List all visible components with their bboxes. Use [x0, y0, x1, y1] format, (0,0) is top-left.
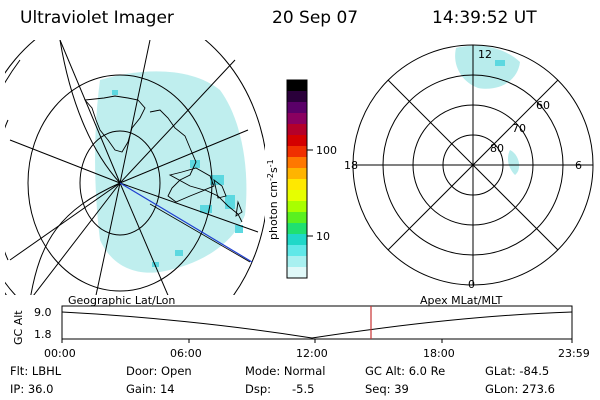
colorbar-unit-label: photon cm-2s-1 — [266, 159, 280, 240]
x-tick-1800: 18:00 — [423, 347, 455, 360]
x-tick-1200: 12:00 — [296, 347, 328, 360]
colorbar-tick-label-10: 10 — [316, 230, 330, 243]
x-tick-0000: 00:00 — [44, 347, 76, 360]
info-gain: Gain: 14 — [126, 382, 175, 396]
x-tick-2359: 23:59 — [558, 347, 590, 360]
altitude-curve — [61, 311, 573, 339]
info-glon: GLon: 273.6 — [485, 382, 555, 396]
info-dsp-label: Dsp: — [245, 382, 272, 396]
colorbar-swatch — [287, 223, 307, 235]
magnetic-polar-plot: 12 18 6 0 60 70 80 — [344, 44, 594, 291]
instrument-title: Ultraviolet Imager — [20, 8, 174, 28]
colorbar-swatch — [287, 267, 307, 279]
orbit-track — [119, 182, 253, 263]
y-tick-9: 9.0 — [34, 306, 52, 319]
mlt-label-6: 6 — [575, 159, 582, 172]
colorbar: 100 10 photon cm-2s-1 — [266, 79, 337, 279]
info-ip: IP: 36.0 — [10, 382, 54, 396]
colorbar-swatch — [287, 256, 307, 268]
aurora-emission — [95, 71, 247, 273]
colorbar-swatches — [287, 80, 307, 279]
colorbar-swatch — [287, 168, 307, 180]
info-glat: GLat: -84.5 — [485, 364, 550, 378]
date-label: 20 Sep 07 — [272, 8, 359, 28]
coastlines — [84, 95, 243, 223]
y-axis-label: GC Alt — [12, 310, 25, 345]
colorbar-swatch — [287, 157, 307, 169]
x-tick-0600: 06:00 — [170, 347, 202, 360]
geographic-map — [5, 40, 265, 295]
mlat-label-60: 60 — [536, 99, 550, 112]
info-flt: Flt: LBHL — [10, 364, 62, 378]
colorbar-tick-label-100: 100 — [316, 144, 337, 157]
colorbar-swatch — [287, 102, 307, 114]
polar-aurora — [455, 45, 520, 175]
polar-diagonal-b — [387, 79, 559, 251]
info-gc-alt: GC Alt: 6.0 Re — [365, 364, 446, 378]
info-dsp-value: -5.5 — [292, 382, 315, 396]
apex-caption: Apex MLat/MLT — [420, 294, 503, 307]
altitude-timeline: 9.0 1.8 GC Alt 00:00 06:00 12:00 18:00 2… — [12, 305, 590, 360]
colorbar-swatch — [287, 80, 307, 92]
mlt-label-0: 0 — [468, 278, 475, 291]
colorbar-swatch — [287, 135, 307, 147]
time-label: 14:39:52 UT — [432, 8, 537, 28]
latitude-circles — [5, 40, 265, 295]
info-door: Door: Open — [126, 364, 192, 378]
colorbar-swatch — [287, 234, 307, 246]
colorbar-swatch — [287, 146, 307, 158]
info-seq: Seq: 39 — [365, 382, 409, 396]
colorbar-swatch — [287, 212, 307, 224]
y-tick-1-8: 1.8 — [34, 328, 52, 341]
colorbar-swatch — [287, 201, 307, 213]
mlt-label-18: 18 — [344, 159, 358, 172]
colorbar-swatch — [287, 113, 307, 125]
colorbar-swatch — [287, 91, 307, 103]
mlat-label-70: 70 — [512, 122, 526, 135]
timeline-frame — [61, 305, 573, 340]
colorbar-swatch — [287, 124, 307, 136]
colorbar-swatch — [287, 179, 307, 191]
colorbar-swatch — [287, 245, 307, 257]
meridian-lines — [9, 40, 259, 295]
colorbar-swatch — [287, 190, 307, 202]
geographic-caption: Geographic Lat/Lon — [68, 294, 175, 307]
info-mode: Mode: Normal — [245, 364, 326, 378]
mlt-label-12: 12 — [478, 48, 492, 61]
mlat-label-80: 80 — [490, 142, 504, 155]
